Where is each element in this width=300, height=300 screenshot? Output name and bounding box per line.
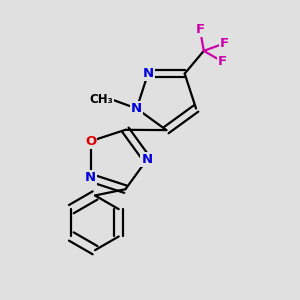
- Text: F: F: [218, 55, 227, 68]
- Text: N: N: [142, 153, 153, 166]
- Text: F: F: [219, 37, 229, 50]
- Text: N: N: [142, 67, 154, 80]
- Text: N: N: [85, 171, 96, 184]
- Text: CH₃: CH₃: [89, 93, 113, 106]
- Text: N: N: [131, 102, 142, 115]
- Text: F: F: [196, 23, 205, 36]
- Text: O: O: [85, 135, 96, 148]
